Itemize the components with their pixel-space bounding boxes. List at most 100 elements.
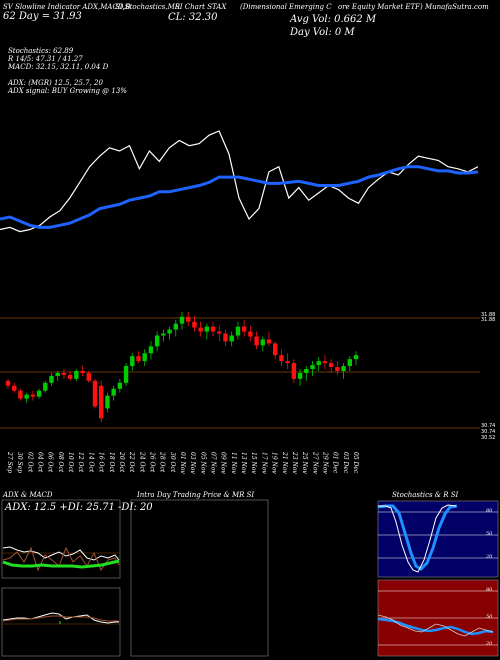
candle-47: [297, 369, 303, 386]
rsi-tick-80: 80: [486, 587, 493, 593]
candle-24: [154, 331, 160, 352]
candle-body-43: [273, 343, 278, 356]
candle-1: [12, 382, 17, 393]
header-line-1: SV Slowline Indicator ADX,MACD,B: [3, 3, 131, 11]
candle-body-9: [61, 372, 67, 375]
macd-value: MACD: 32.15, 32.11, 0.04 D: [8, 63, 109, 71]
price-label-1: 31.88: [481, 317, 495, 323]
candle-28: [179, 311, 185, 330]
adx-line-brown: [2, 546, 120, 572]
candle-body-11: [74, 370, 79, 379]
header-line-5: ore Equity Market ETF) MunafaSutra.com: [338, 3, 489, 11]
candle-body-19: [123, 366, 129, 383]
x-tick-label-17: 01 Nov: [179, 452, 186, 474]
x-tick-label-7: 12 Oct: [77, 452, 84, 473]
x-tick-label-14: 26 Oct: [149, 451, 156, 473]
candle-12: [80, 366, 85, 376]
header-day-range: 62 Day = 31.93: [3, 11, 82, 22]
candle-5: [36, 388, 42, 399]
candle-body-48: [304, 369, 309, 373]
x-tick-label-19: 05 Nov: [199, 452, 206, 474]
fast-line: [0, 130, 479, 233]
candle-6: [43, 380, 48, 393]
x-tick-label-4: 06 Oct: [47, 452, 54, 473]
x-tick-label-30: 27 Nov: [311, 451, 318, 474]
intraday-panel-frame: [130, 499, 269, 657]
candle-body-38: [241, 326, 247, 332]
price-label-2: 30.74: [481, 423, 495, 429]
candle-20: [130, 353, 135, 371]
candle-30: [192, 315, 197, 332]
candle-body-18: [117, 382, 123, 389]
candle-body-44: [279, 355, 284, 362]
avg-volume: Avg Vol: 0.662 M: [290, 14, 377, 25]
candle-body-53: [335, 367, 340, 371]
candle-body-20: [130, 356, 135, 367]
candle-17: [111, 385, 116, 401]
candle-body-7: [49, 375, 54, 383]
candle-body-28: [179, 316, 185, 324]
candle-body-0: [5, 380, 11, 386]
candle-body-8: [55, 372, 60, 376]
candle-body-52: [328, 363, 334, 368]
macd-line: [2, 612, 119, 624]
candle-body-46: [291, 363, 297, 379]
x-tick-label-34: 05 Dec: [352, 452, 359, 474]
rsi-tick-50: 50: [486, 614, 493, 620]
candle-36: [229, 331, 234, 347]
header-line-2: SI,Stochastics,MR: [115, 3, 181, 11]
candle-body-22: [142, 353, 147, 362]
candle-body-34: [217, 331, 222, 334]
candle-body-35: [223, 333, 228, 342]
candle-body-23: [148, 346, 154, 354]
candle-body-32: [204, 326, 210, 332]
adx-line-white: [2, 546, 120, 561]
header-close: CL: 32.30: [168, 12, 218, 23]
stoch-slow-line: [377, 504, 458, 571]
candle-2: [18, 388, 23, 401]
x-tick-label-22: 11 Nov: [230, 452, 237, 474]
candle-43: [273, 341, 278, 360]
candle-31: [198, 321, 203, 337]
candle-body-33: [210, 326, 216, 332]
candle-37: [235, 321, 241, 340]
price-label-3: 30.74: [481, 429, 495, 435]
candle-25: [161, 329, 166, 342]
candle-body-1: [12, 385, 17, 391]
candle-body-39: [248, 331, 253, 337]
candle-55: [347, 356, 352, 371]
x-tick-label-18: 03 Nov: [189, 452, 196, 474]
candle-body-37: [235, 326, 241, 336]
candle-body-25: [161, 333, 166, 336]
x-tick-label-0: 27 Sep: [6, 451, 13, 473]
x-tick-label-25: 17 Nov: [260, 452, 267, 474]
stoch-panel-bg: [377, 500, 499, 578]
rsi-panel-bg: [377, 579, 499, 657]
x-tick-label-29: 25 Nov: [301, 451, 308, 474]
candle-29: [186, 311, 191, 326]
adx-panel-value: ADX: 12.5 +DI: 25.71 -DI: 20: [5, 502, 153, 513]
candle-39: [248, 325, 253, 342]
candle-11: [74, 369, 79, 381]
candle-38: [241, 319, 247, 337]
candle-26: [167, 326, 172, 340]
candle-body-42: [266, 339, 272, 344]
candle-body-49: [310, 365, 315, 370]
candle-14: [92, 378, 98, 409]
adx-value: ADX: (MGR) 12.5, 25.7, 20: [8, 79, 103, 87]
macd-signal-line: [2, 615, 119, 622]
candle-body-45: [285, 361, 290, 364]
candle-body-26: [167, 329, 172, 334]
candle-body-15: [99, 385, 104, 419]
candle-body-50: [316, 361, 321, 366]
rsi-slow-line: [377, 617, 494, 636]
candle-body-12: [80, 370, 85, 373]
candle-44: [279, 349, 284, 367]
x-tick-label-8: 14 Oct: [87, 452, 94, 473]
candle-body-51: [322, 361, 328, 364]
candle-19: [123, 363, 129, 386]
x-tick-label-10: 18 Oct: [108, 452, 115, 473]
x-tick-label-11: 20 Oct: [118, 451, 125, 473]
x-tick-label-2: 02 Oct: [26, 452, 33, 473]
rsi-value: R 14/5: 47.31 / 41.27: [8, 55, 83, 63]
